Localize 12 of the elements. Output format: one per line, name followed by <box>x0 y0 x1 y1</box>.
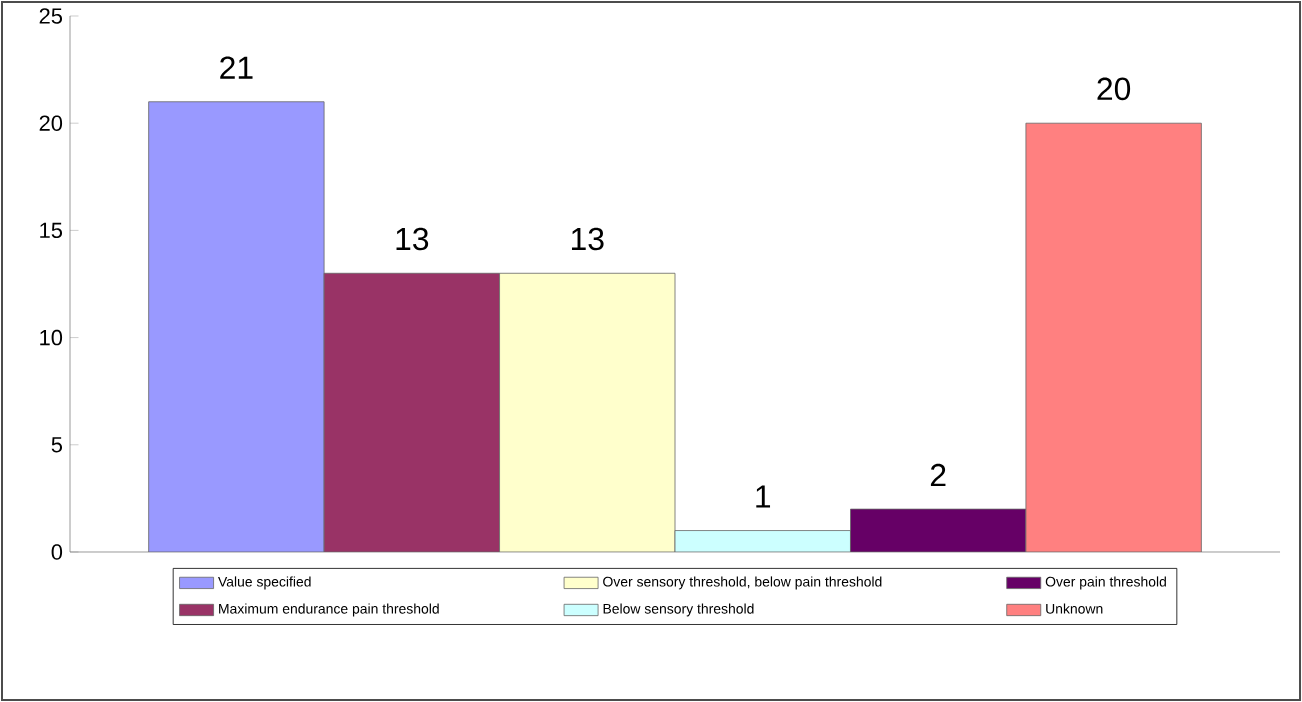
y-tick-label: 15 <box>40 222 63 239</box>
y-tick-label: 25 <box>39 8 63 24</box>
y-tick-label: 10 <box>40 329 63 346</box>
data-label: 1 <box>756 485 771 508</box>
data-label: 13 <box>396 227 429 251</box>
data-label: 20 <box>1097 77 1131 101</box>
data-label: 21 <box>220 56 253 79</box>
y-tick-label: 5 <box>51 437 63 453</box>
y-tick-label: 20 <box>39 115 63 131</box>
data-label: 2 <box>930 463 946 487</box>
y-tick-label: 0 <box>51 544 63 560</box>
data-label: 13 <box>571 227 604 251</box>
